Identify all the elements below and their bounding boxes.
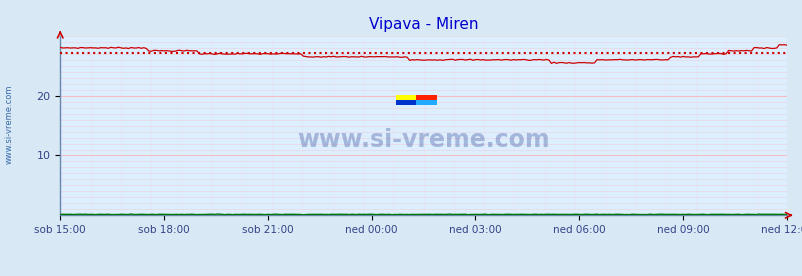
Bar bbox=[395, 100, 415, 105]
Title: Vipava - Miren: Vipava - Miren bbox=[368, 17, 478, 32]
Text: www.si-vreme.com: www.si-vreme.com bbox=[297, 128, 549, 152]
Bar bbox=[415, 100, 436, 105]
Bar bbox=[395, 95, 415, 100]
Text: www.si-vreme.com: www.si-vreme.com bbox=[5, 84, 14, 164]
Bar bbox=[415, 95, 436, 100]
